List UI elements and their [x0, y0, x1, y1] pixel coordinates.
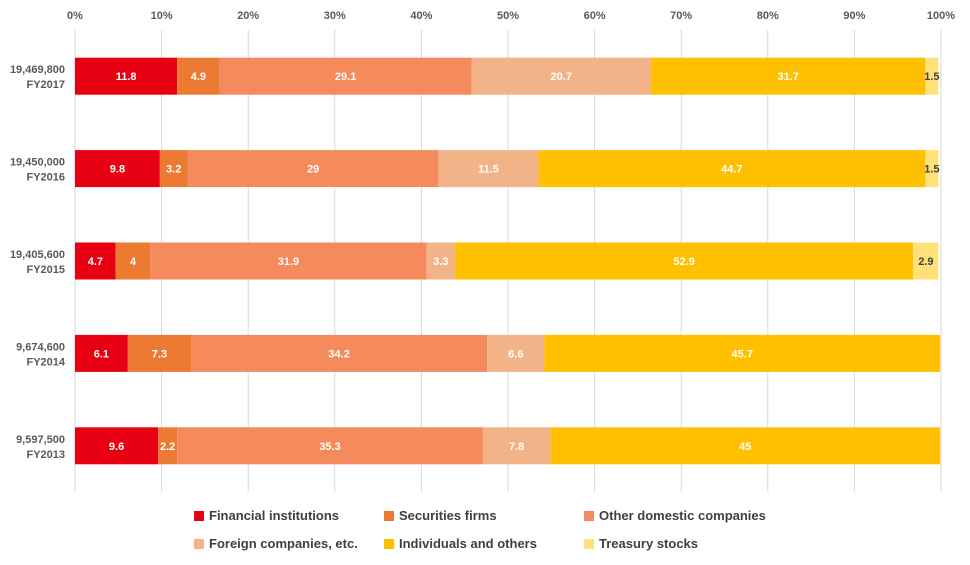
category-label-year: FY2014 [26, 356, 65, 368]
data-label: 3.2 [166, 164, 181, 176]
bar-segment [471, 57, 651, 95]
data-label: 34.2 [328, 348, 349, 360]
category-label-shares: 19,469,800 [10, 64, 65, 76]
data-label: 6.6 [508, 348, 523, 360]
data-label: 31.9 [278, 256, 299, 268]
bar-segment [455, 242, 914, 280]
bar-segment [75, 57, 178, 95]
bar-segment [219, 57, 472, 95]
bar-segment [426, 242, 456, 280]
bar-segment [177, 57, 220, 95]
legend-swatch [194, 510, 204, 521]
x-tick-label: 80% [757, 10, 779, 22]
chart-legend: Financial institutions Securities firms Ot… [194, 506, 894, 556]
data-label: 4.7 [88, 256, 103, 268]
bar-segment [177, 427, 483, 465]
bar-segment [159, 150, 188, 188]
legend-label: Securities firms [399, 508, 497, 523]
data-label: 44.7 [721, 164, 742, 176]
legend-label: Other domestic companies [599, 508, 766, 523]
category-label-year: FY2017 [26, 79, 65, 91]
legend-swatch [384, 510, 394, 521]
data-label: 2.9 [918, 256, 933, 268]
data-label: 35.3 [319, 441, 340, 453]
bar-segment [191, 334, 488, 372]
bar-segment [150, 242, 427, 280]
data-label: 3.3 [433, 256, 448, 268]
category-label-year: FY2015 [26, 264, 65, 276]
x-tick-label: 0% [67, 10, 83, 22]
category-label-shares: 19,405,600 [10, 249, 65, 261]
legend-swatch [584, 510, 594, 521]
data-label: 52.9 [674, 256, 695, 268]
bar-segment [127, 334, 192, 372]
data-label: 2.2 [160, 441, 175, 453]
legend-item: Other domestic companies [584, 508, 766, 523]
legend-item: Treasury stocks [584, 536, 698, 551]
legend-label: Foreign companies, etc. [209, 536, 358, 551]
bar-segment [487, 334, 545, 372]
x-tick-label: 90% [843, 10, 865, 22]
bar-segment [550, 427, 941, 465]
bar-segment [75, 242, 116, 280]
legend-swatch [584, 538, 594, 549]
x-tick-label: 10% [151, 10, 173, 22]
data-label: 9.8 [110, 164, 125, 176]
legend-label: Treasury stocks [599, 536, 699, 551]
legend-label: Individuals and others [399, 536, 537, 551]
x-tick-label: 60% [584, 10, 606, 22]
x-tick-label: 30% [324, 10, 346, 22]
x-tick-label: 20% [237, 10, 259, 22]
bar-segment [538, 150, 926, 188]
x-tick-label: 50% [497, 10, 519, 22]
x-tick-label: 100% [927, 10, 955, 22]
bar-segment [75, 427, 159, 465]
legend-swatch [384, 538, 394, 549]
category-label-shares: 19,450,000 [10, 157, 65, 169]
bar-segment [158, 427, 178, 465]
bar-segment [115, 242, 151, 280]
stacked-bar-chart: 0% 10% 20% 30% 40% 50% 60% 70% 80% 90% 100% 11.8 4.9… [10, 10, 955, 492]
bar-segment [913, 242, 939, 280]
data-label: 29 [307, 164, 319, 176]
bar-segment [75, 334, 128, 372]
category-label-shares: 9,674,600 [16, 341, 65, 353]
data-label: 9.6 [109, 441, 124, 453]
bar-segment [482, 427, 551, 465]
category-label-shares: 9,597,500 [16, 434, 65, 446]
x-tick-label: 40% [410, 10, 432, 22]
data-label: 31.7 [777, 71, 798, 83]
legend-item: Foreign companies, etc. [194, 536, 358, 551]
data-label: 29.1 [335, 71, 356, 83]
data-label: 4 [130, 256, 137, 268]
category-label-year: FY2013 [26, 449, 65, 461]
data-label: 7.3 [152, 348, 167, 360]
data-label: 6.1 [94, 348, 109, 360]
data-label: 11.5 [478, 164, 499, 176]
data-label: 20.7 [551, 71, 572, 83]
bar-segment [75, 150, 160, 188]
legend-swatch [194, 538, 204, 549]
bar-segment [187, 150, 439, 188]
data-label: 45 [739, 441, 751, 453]
bar-segment [925, 150, 939, 188]
data-label: 45.7 [732, 348, 753, 360]
data-label: 1.5 [924, 71, 939, 83]
legend-item: Individuals and others [384, 536, 537, 551]
legend-item: Securities firms [384, 508, 497, 523]
x-tick-label: 70% [670, 10, 692, 22]
legend-item: Financial institutions [194, 508, 339, 523]
data-label: 1.5 [924, 164, 939, 176]
bar-segment [925, 57, 939, 95]
data-label: 4.9 [191, 71, 206, 83]
bar-segment [438, 150, 539, 188]
data-label: 7.8 [509, 441, 524, 453]
data-label: 11.8 [116, 71, 137, 83]
bar-segment [544, 334, 941, 372]
bar-segment [650, 57, 926, 95]
category-label-year: FY2016 [26, 172, 65, 184]
legend-label: Financial institutions [209, 508, 340, 523]
